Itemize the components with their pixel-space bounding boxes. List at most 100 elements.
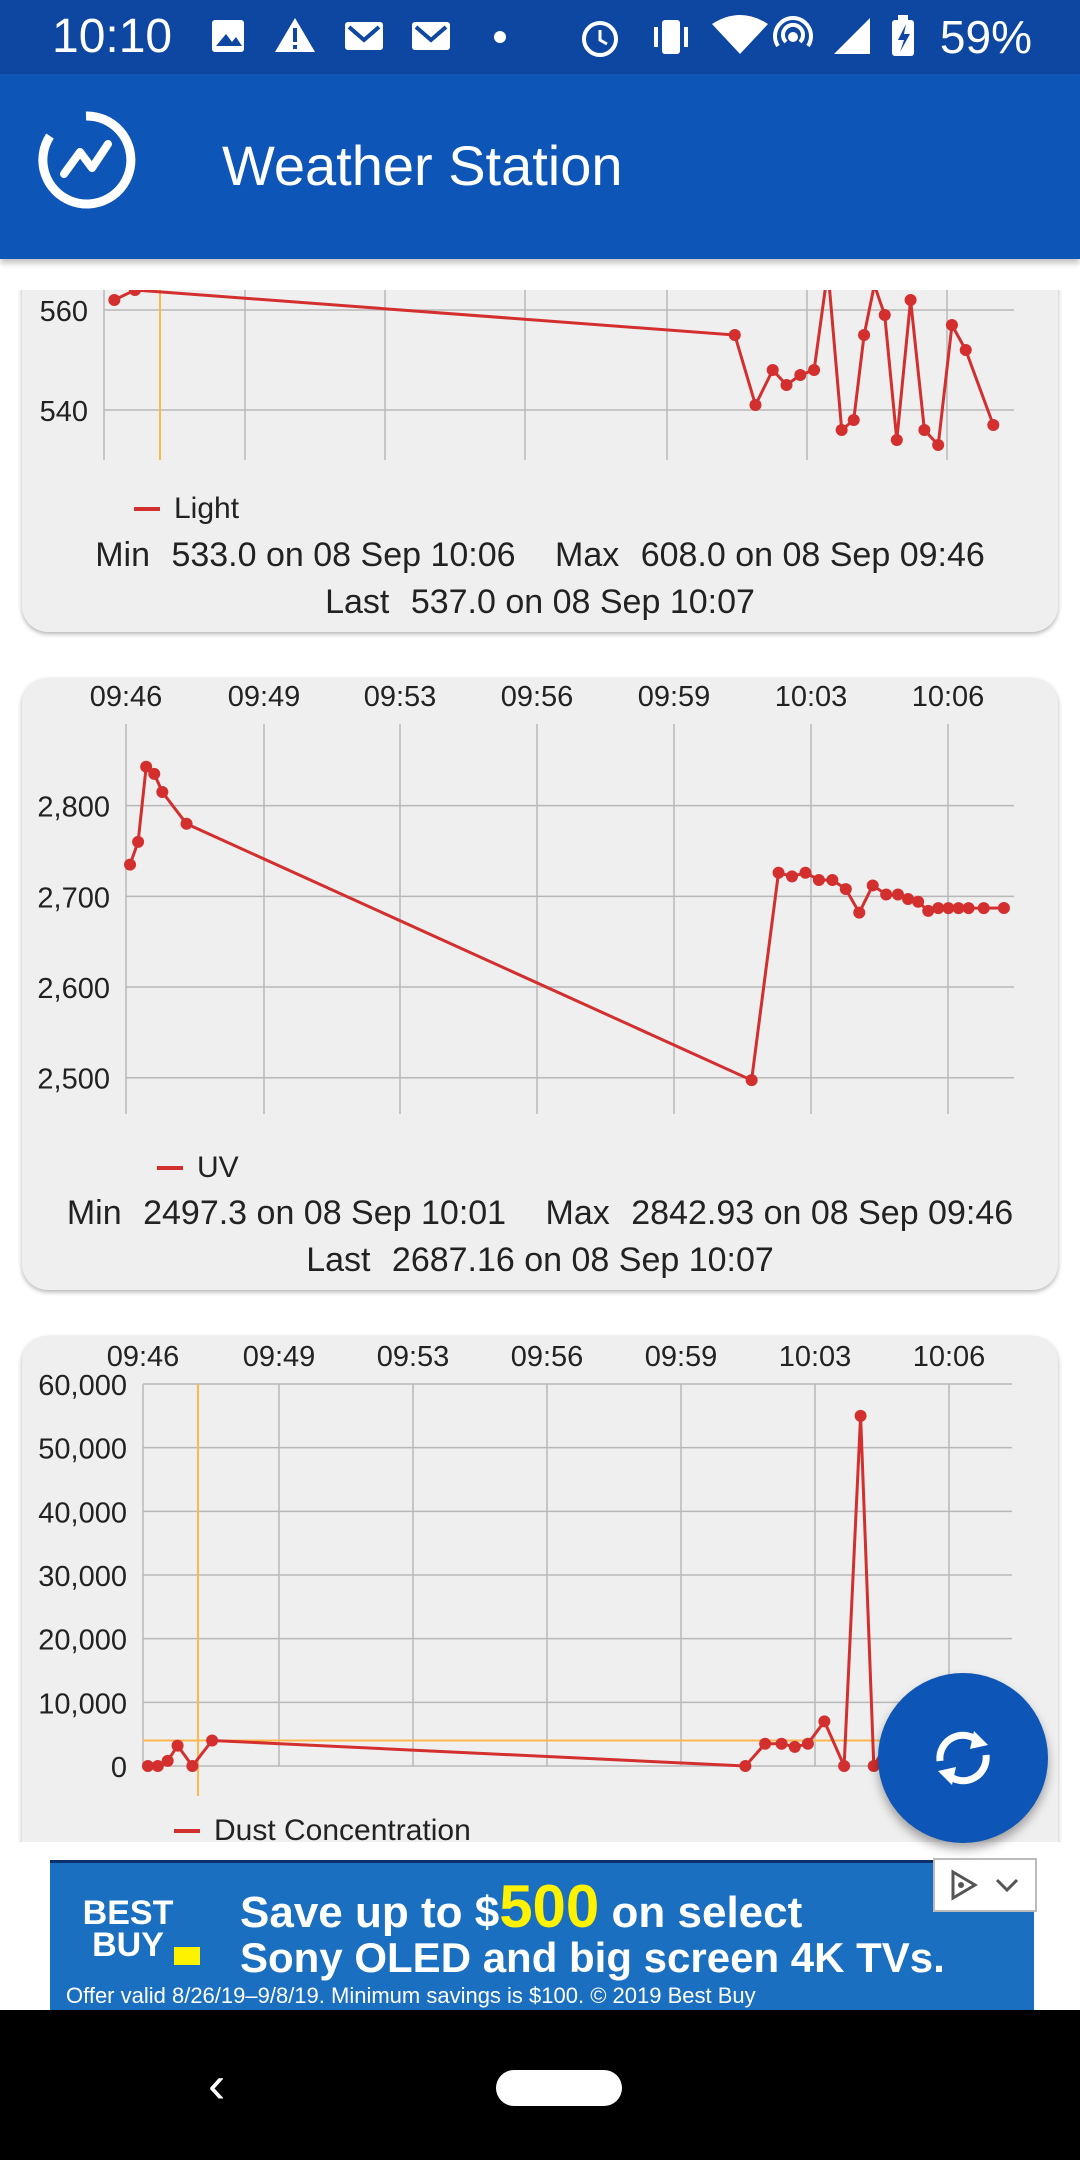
x-tick-label: 10:06 xyxy=(912,681,985,713)
data-point xyxy=(186,1760,199,1772)
data-point xyxy=(912,895,925,908)
data-point xyxy=(904,294,917,306)
y-tick-label: 560 xyxy=(40,296,88,328)
best-buy-tag-icon xyxy=(174,1947,200,1965)
data-point xyxy=(942,902,955,915)
headline-post: on select xyxy=(599,1888,803,1937)
dust-chart: 60,000 50,000 40,000 30,000 20,000 10,000 0 09:… xyxy=(38,1341,1012,1796)
light-chart: 560 540 xyxy=(40,290,1014,460)
app-bar: Weather Station xyxy=(0,74,1080,259)
data-point xyxy=(812,874,825,886)
status-battery: 59% xyxy=(939,11,1032,63)
chart-logo-icon xyxy=(38,111,136,209)
data-point xyxy=(962,902,975,915)
data-point xyxy=(853,906,866,919)
legend-swatch-light xyxy=(134,507,160,511)
uv-chart: 2,800 2,700 2,600 2,500 09:46 09:49 09:53 09:56… xyxy=(37,681,1014,1114)
last-label: Last xyxy=(325,583,390,621)
battery-charging-icon xyxy=(892,15,914,56)
headline-pre: Save up to $ xyxy=(240,1888,500,1937)
ad-subline: Sony OLED and big screen 4K TVs. xyxy=(240,1934,945,1981)
x-tick-label: 09:49 xyxy=(228,681,301,713)
x-tick-label: 09:59 xyxy=(645,1341,718,1373)
x-tick-label: 09:46 xyxy=(107,1341,180,1373)
app-title: Weather Station xyxy=(222,134,623,197)
alarm-icon xyxy=(582,21,618,57)
status-time: 10:10 xyxy=(52,10,173,63)
data-point xyxy=(997,901,1010,914)
data-point xyxy=(847,414,860,426)
x-tick-label: 10:06 xyxy=(913,1341,986,1373)
data-point xyxy=(878,309,891,321)
y-tick-label: 30,000 xyxy=(38,1561,127,1593)
ad-banner[interactable]: BEST BUY Save up to $500 on select Sony … xyxy=(50,1860,1034,2015)
data-point xyxy=(180,817,193,830)
data-point xyxy=(858,329,871,341)
last-value: 2687.16 on 08 Sep 10:07 xyxy=(391,1241,774,1279)
y-tick-label: 540 xyxy=(40,396,88,428)
image-icon xyxy=(212,20,244,52)
last-value: 537.0 on 08 Sep 10:07 xyxy=(410,583,755,621)
home-pill-icon[interactable] xyxy=(496,2070,622,2106)
data-point xyxy=(171,1739,184,1752)
legend-swatch-uv xyxy=(157,1166,183,1170)
charts-scroll-view[interactable]: 560 540 Light Min 533.0 on 08 Sep 10:06 M… xyxy=(0,290,1080,1842)
series-line xyxy=(128,763,1004,1083)
ad-choices-button[interactable] xyxy=(933,1858,1037,1912)
uv-stats-minmax: Min 2497.3 on 08 Sep 10:01 Max 2842.93 o… xyxy=(22,1193,1058,1233)
data-point xyxy=(780,379,793,391)
data-point xyxy=(952,902,965,915)
headline-amount: 500 xyxy=(499,1873,600,1940)
y-tick-label: 2,800 xyxy=(37,792,110,824)
max-value: 608.0 on 08 Sep 09:46 xyxy=(640,536,985,574)
legend-swatch-dust xyxy=(174,1829,200,1833)
data-point xyxy=(772,866,785,879)
vibrate-icon xyxy=(654,20,688,54)
data-point xyxy=(766,364,779,376)
status-bar: 10:10 59% xyxy=(0,0,1080,74)
x-tick-label: 09:56 xyxy=(511,1341,584,1373)
data-point xyxy=(124,858,137,871)
min-value: 533.0 on 08 Sep 10:06 xyxy=(171,536,516,574)
light-stats-minmax: Min 533.0 on 08 Sep 10:06 Max 608.0 on 0… xyxy=(22,535,1058,575)
max-label: Max xyxy=(545,1194,610,1232)
y-tick-label: 0 xyxy=(111,1752,127,1784)
uv-stats-last: Last 2687.16 on 08 Sep 10:07 xyxy=(22,1240,1058,1280)
refresh-button[interactable] xyxy=(878,1673,1048,1843)
gmail-icon xyxy=(345,22,383,50)
data-point xyxy=(140,760,153,773)
x-tick-label: 09:53 xyxy=(377,1341,450,1373)
x-tick-label: 10:03 xyxy=(775,681,848,713)
logo-line-2: BUY xyxy=(92,1926,164,1964)
y-tick-label: 2,700 xyxy=(37,882,110,914)
data-point xyxy=(801,1737,814,1750)
data-point xyxy=(890,434,903,446)
data-point xyxy=(959,344,972,356)
data-point xyxy=(788,1740,801,1753)
data-point xyxy=(749,399,762,411)
back-icon[interactable]: ‹ xyxy=(208,2056,226,2114)
data-point xyxy=(932,902,945,915)
x-tick-label: 10:03 xyxy=(779,1341,852,1373)
min-label: Min xyxy=(95,536,150,574)
data-point xyxy=(759,1737,772,1750)
wifi-icon xyxy=(712,15,768,54)
data-point xyxy=(987,419,1000,431)
nav-bar: ‹ xyxy=(0,2010,1080,2160)
data-point xyxy=(826,874,839,886)
signal-icon xyxy=(834,18,870,54)
data-point xyxy=(902,893,915,906)
data-point xyxy=(151,1760,164,1772)
data-point xyxy=(739,1760,752,1772)
data-point xyxy=(891,888,904,901)
max-label: Max xyxy=(555,536,620,574)
ad-fine-print: Offer valid 8/26/19–9/8/19. Minimum savi… xyxy=(66,1983,756,2008)
legend-label-light: Light xyxy=(174,492,240,525)
data-point xyxy=(818,1715,831,1728)
data-point xyxy=(108,294,121,306)
y-tick-label: 50,000 xyxy=(38,1434,127,1466)
min-label: Min xyxy=(66,1194,122,1232)
x-tick-label: 09:49 xyxy=(243,1341,316,1373)
data-point xyxy=(161,1754,174,1767)
data-point xyxy=(918,424,931,436)
